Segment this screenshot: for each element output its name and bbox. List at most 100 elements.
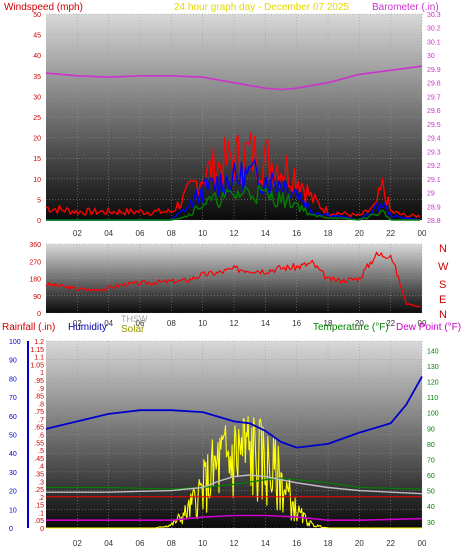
temp-x-tick-label: 02: [73, 539, 82, 548]
solar-line: [46, 416, 422, 529]
direction-tick-label: 90: [33, 294, 41, 301]
windspeed-tick-label: 45: [33, 33, 41, 40]
direction-x-tick-label: 00: [418, 319, 427, 328]
rainfall-tick-label: .55: [34, 440, 44, 447]
wind-x-tick-label: 02: [73, 229, 82, 238]
rainfall-tick-label: 1.05: [30, 362, 44, 369]
humidity-tick-label: 100: [9, 339, 21, 346]
windspeed-tick-label: 25: [33, 115, 41, 122]
compass-label-w: W: [438, 261, 449, 273]
humidity-line: [45, 376, 423, 449]
temperature-tick-label: 70: [427, 457, 435, 464]
humidity-tick-label: 20: [9, 489, 17, 496]
direction-x-tick-label: 20: [355, 319, 364, 328]
direction-plot-area: [46, 244, 422, 313]
humidity-tick-label: 90: [9, 358, 17, 365]
wind-direction-line: [45, 251, 421, 308]
direction-tick-label: 0: [37, 311, 41, 318]
rainfall-tick-label: .6: [38, 433, 44, 440]
graph-title: 24 hour graph day - December 07 2025: [174, 2, 350, 13]
temp-x-tick-label: 08: [167, 539, 176, 548]
humidity-tick-label: 30: [9, 470, 17, 477]
temperature-tick-label: 120: [427, 380, 439, 387]
barometer-tick-label: 29.6: [427, 108, 441, 115]
rainfall-axis-title: Rainfall (.in): [2, 322, 55, 333]
temperature-tick-label: 50: [427, 489, 435, 496]
direction-x-tick-label: 22: [386, 319, 395, 328]
temperature-tick-label: 110: [427, 395, 438, 402]
solar-legend-label: Solar: [121, 324, 145, 335]
temperature-tick-label: 80: [427, 442, 435, 449]
humidity-tick-label: 80: [9, 376, 17, 383]
windspeed-axis-title: Windspeed (mph): [4, 2, 83, 13]
windspeed-tick-label: 5: [37, 197, 41, 204]
windspeed-tick-label: 30: [33, 94, 41, 101]
barometer-tick-label: 29: [427, 191, 435, 198]
rainfall-tick-label: .8: [38, 401, 44, 408]
wind-x-tick-label: 14: [261, 229, 270, 238]
humidity-tick-label: 50: [9, 433, 17, 440]
wind-x-tick-label: 16: [292, 229, 301, 238]
rainfall-tick-label: .95: [34, 378, 44, 385]
humidity-tick-label: 40: [9, 451, 17, 458]
rainfall-tick-label: .15: [34, 503, 44, 510]
temperature-tick-label: 100: [427, 411, 439, 418]
temperature-tick-label: 30: [427, 520, 435, 527]
barometer-line: [45, 65, 423, 91]
barometer-tick-label: 28.9: [427, 204, 441, 211]
rainfall-tick-label: .65: [34, 425, 44, 432]
rainfall-tick-label: 0: [40, 526, 44, 533]
windspeed-tick-label: 10: [33, 177, 41, 184]
barometer-tick-label: 29.4: [427, 136, 441, 143]
barometer-tick-label: 29.7: [427, 94, 441, 101]
temperature-tick-label: 40: [427, 504, 435, 511]
direction-x-tick-label: 14: [261, 319, 270, 328]
windspeed-tick-label: 15: [33, 156, 41, 163]
humidity-tick-label: 70: [9, 395, 17, 402]
temp-x-tick-label: 12: [230, 539, 239, 548]
wind-x-tick-label: 20: [355, 229, 364, 238]
compass-label-n-bottom: N: [439, 309, 447, 321]
direction-x-tick-label: 12: [230, 319, 239, 328]
rainfall-tick-label: 1.15: [30, 347, 44, 354]
rainfall-tick-label: 1.2: [34, 339, 44, 346]
rainfall-tick-label: .9: [38, 386, 44, 393]
rainfall-tick-label: .85: [34, 394, 44, 401]
thsw-line: [46, 474, 423, 495]
rainfall-tick-label: .4: [38, 464, 44, 471]
temperature-tick-label: 130: [427, 364, 439, 371]
direction-x-tick-label: 16: [292, 319, 301, 328]
direction-x-tick-label: 18: [324, 319, 333, 328]
barometer-tick-label: 29.5: [427, 122, 441, 129]
windspeed-tick-label: 35: [33, 74, 41, 81]
wind-x-tick-label: 10: [198, 229, 207, 238]
rainfall-tick-label: .7: [38, 417, 44, 424]
wind-x-tick-label: 18: [324, 229, 333, 238]
barometer-tick-label: 29.9: [427, 67, 441, 74]
dewpoint-line: [46, 514, 423, 522]
direction-x-tick-label: 06: [136, 319, 145, 328]
temperature-tick-label: 90: [427, 426, 435, 433]
temperature-tick-label: 60: [427, 473, 435, 480]
rainfall-tick-label: .2: [38, 495, 44, 502]
windspeed-tick-label: 0: [37, 218, 41, 225]
rainfall-tick-label: 1: [40, 370, 44, 377]
temp-x-tick-label: 14: [261, 539, 270, 548]
humidity-tick-label: 10: [9, 507, 17, 514]
direction-x-tick-label: 10: [198, 319, 207, 328]
compass-label-s: S: [439, 279, 446, 291]
barometer-tick-label: 30.3: [427, 12, 441, 19]
rainfall-tick-label: .25: [34, 487, 44, 494]
temp-x-tick-label: 04: [104, 539, 113, 548]
barometer-tick-label: 29.8: [427, 81, 441, 88]
temp-x-tick-label: 20: [355, 539, 364, 548]
humidity-tick-label: 0: [9, 526, 13, 533]
barometer-tick-label: 28.8: [427, 218, 441, 225]
wind-x-tick-label: 04: [104, 229, 113, 238]
barometer-tick-label: 30.1: [427, 39, 441, 46]
humidity-axis-title: Humidity: [68, 322, 107, 333]
windspeed-tick-label: 40: [33, 53, 41, 60]
rainfall-tick-label: .45: [34, 456, 44, 463]
rainfall-tick-label: .35: [34, 471, 44, 478]
